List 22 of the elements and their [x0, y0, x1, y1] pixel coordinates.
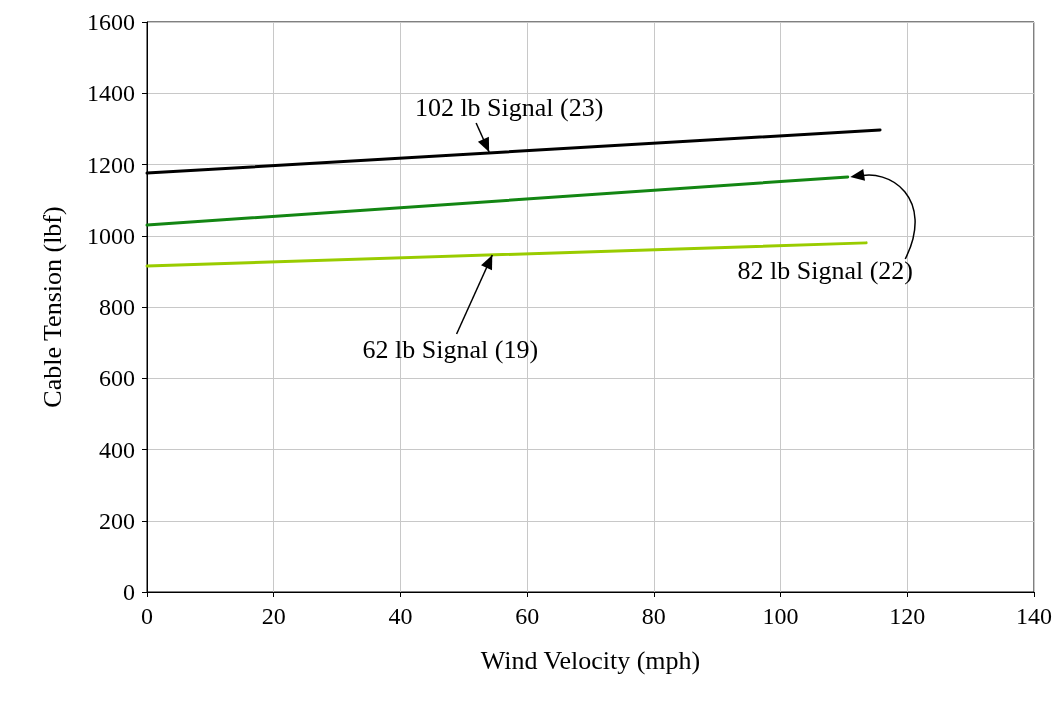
- annotation: 62 lb Signal (19): [362, 335, 539, 365]
- x-tick-label: 60: [515, 603, 540, 629]
- y-tick-label: 0: [123, 579, 135, 605]
- x-axis-title: Wind Velocity (mph): [480, 645, 701, 675]
- y-tick-label: 400: [99, 436, 135, 463]
- x-tick-label: 140: [1016, 603, 1052, 629]
- x-tick-label: 40: [388, 603, 413, 629]
- x-tick-label: 0: [141, 603, 153, 629]
- y-axis-title: Cable Tension (lbf): [37, 206, 67, 408]
- x-tick-label: 80: [641, 603, 666, 629]
- annotation: 102 lb Signal (23): [414, 92, 604, 122]
- y-tick-label: 600: [99, 365, 135, 392]
- y-tick-label: 800: [99, 294, 135, 320]
- y-tick-label: 200: [99, 507, 135, 534]
- x-tick-label: 20: [261, 603, 286, 629]
- y-tick-label: 1200: [87, 151, 135, 178]
- y-tick-label: 1000: [87, 222, 135, 249]
- x-tick-label: 120: [889, 603, 926, 629]
- annotation: 82 lb Signal (22): [737, 256, 914, 286]
- y-tick-label: 1400: [87, 80, 135, 107]
- x-tick-label: 100: [762, 603, 799, 629]
- y-tick-label: 1600: [87, 9, 135, 35]
